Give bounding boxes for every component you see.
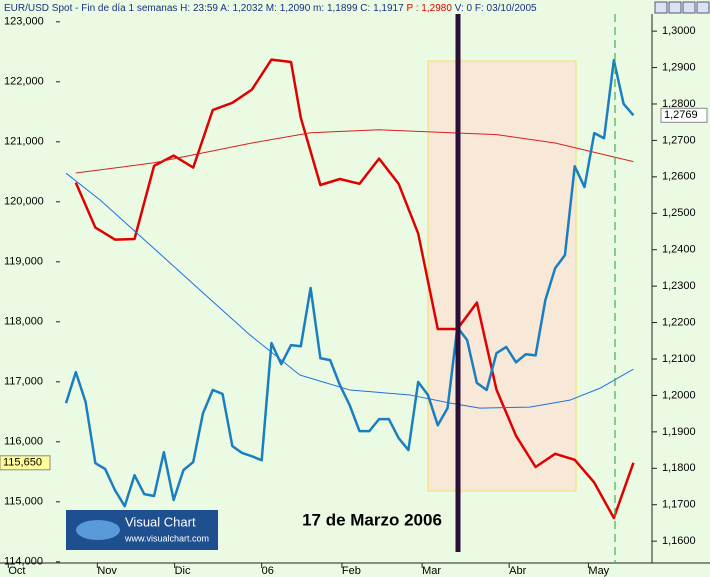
y-tick-label: 118,000 [4, 316, 43, 328]
x-tick-label: Oct [8, 565, 25, 577]
toolbar-button[interactable] [696, 1, 710, 14]
y2-tick-label: 1,2000 [662, 389, 696, 401]
series-line [65, 172, 634, 409]
y-tick-label: 114,000 [4, 556, 43, 568]
y2-tick-label: 1,2100 [662, 353, 696, 365]
plot: 114,000 115,000 116,000 117,000 118,000 119,0… [4, 16, 696, 577]
series-line [64, 59, 635, 508]
x-tick-label: Mar [422, 565, 441, 577]
toolbar-button[interactable] [654, 1, 668, 14]
last-value-box [0, 455, 51, 471]
logo: Visual Chart www.visualchart.com [66, 510, 218, 550]
y2-tick-label: 1,1900 [662, 426, 696, 438]
y2-tick-label: 1,3000 [662, 25, 696, 37]
title-highlight: P : 1,2980 [406, 3, 452, 14]
last-value-box [660, 107, 708, 123]
series-line [75, 129, 634, 174]
logo-icon [76, 520, 120, 540]
y-tick-label: 121,000 [4, 136, 44, 148]
title-suffix: V: 0 F: 03/10/2005 [455, 3, 537, 14]
y2-tick-label: 1,2300 [662, 280, 696, 292]
toolbar-button[interactable] [682, 1, 696, 14]
y-tick-label: 119,000 [4, 256, 43, 268]
y2-tick-label: 1,2600 [662, 171, 696, 183]
last-value-label: 115,650 [3, 457, 42, 469]
y2-tick-label: 1,2900 [662, 61, 696, 73]
logo-title: Visual Chart [125, 514, 196, 529]
y2-tick-label: 1,2200 [662, 316, 696, 328]
y2-tick-label: 1,1800 [662, 462, 696, 474]
y-tick-label: 117,000 [4, 376, 43, 388]
annotation: 17 de Marzo 2006 [302, 510, 442, 529]
y2-tick-label: 1,2800 [662, 98, 696, 110]
y-tick-label: 120,000 [4, 196, 44, 208]
x-tick-label: Nov [97, 565, 117, 577]
toolbar-button[interactable] [668, 1, 682, 14]
title-main: EUR/USD Spot - Fin de día 1 semanas H: 2… [4, 3, 404, 14]
x-tick-label: May [588, 565, 609, 577]
last-value-label: 1,2769 [664, 109, 698, 121]
x-tick-label: Abr [509, 565, 526, 577]
y2-tick-label: 1,1600 [662, 535, 696, 547]
series-line [74, 58, 635, 520]
y-tick-label: 116,000 [4, 436, 43, 448]
logo-url: www.visualchart.com [124, 533, 209, 543]
y2-tick-label: 1,2400 [662, 244, 696, 256]
y2-tick-label: 1,2500 [662, 207, 696, 219]
toolbar [654, 1, 710, 14]
y2-tick-label: 1,1700 [662, 499, 696, 511]
y-tick-label: 122,000 [4, 76, 44, 88]
x-tick-label: Feb [342, 565, 361, 577]
y-tick-label: 115,000 [4, 496, 43, 508]
chart-title: EUR/USD Spot - Fin de día 1 semanas H: 2… [4, 3, 537, 14]
x-tick-label: 06 [262, 565, 274, 577]
x-tick-label: Dic [175, 565, 191, 577]
y-tick-label: 123,000 [4, 16, 44, 28]
y2-tick-label: 1,2700 [662, 134, 696, 146]
